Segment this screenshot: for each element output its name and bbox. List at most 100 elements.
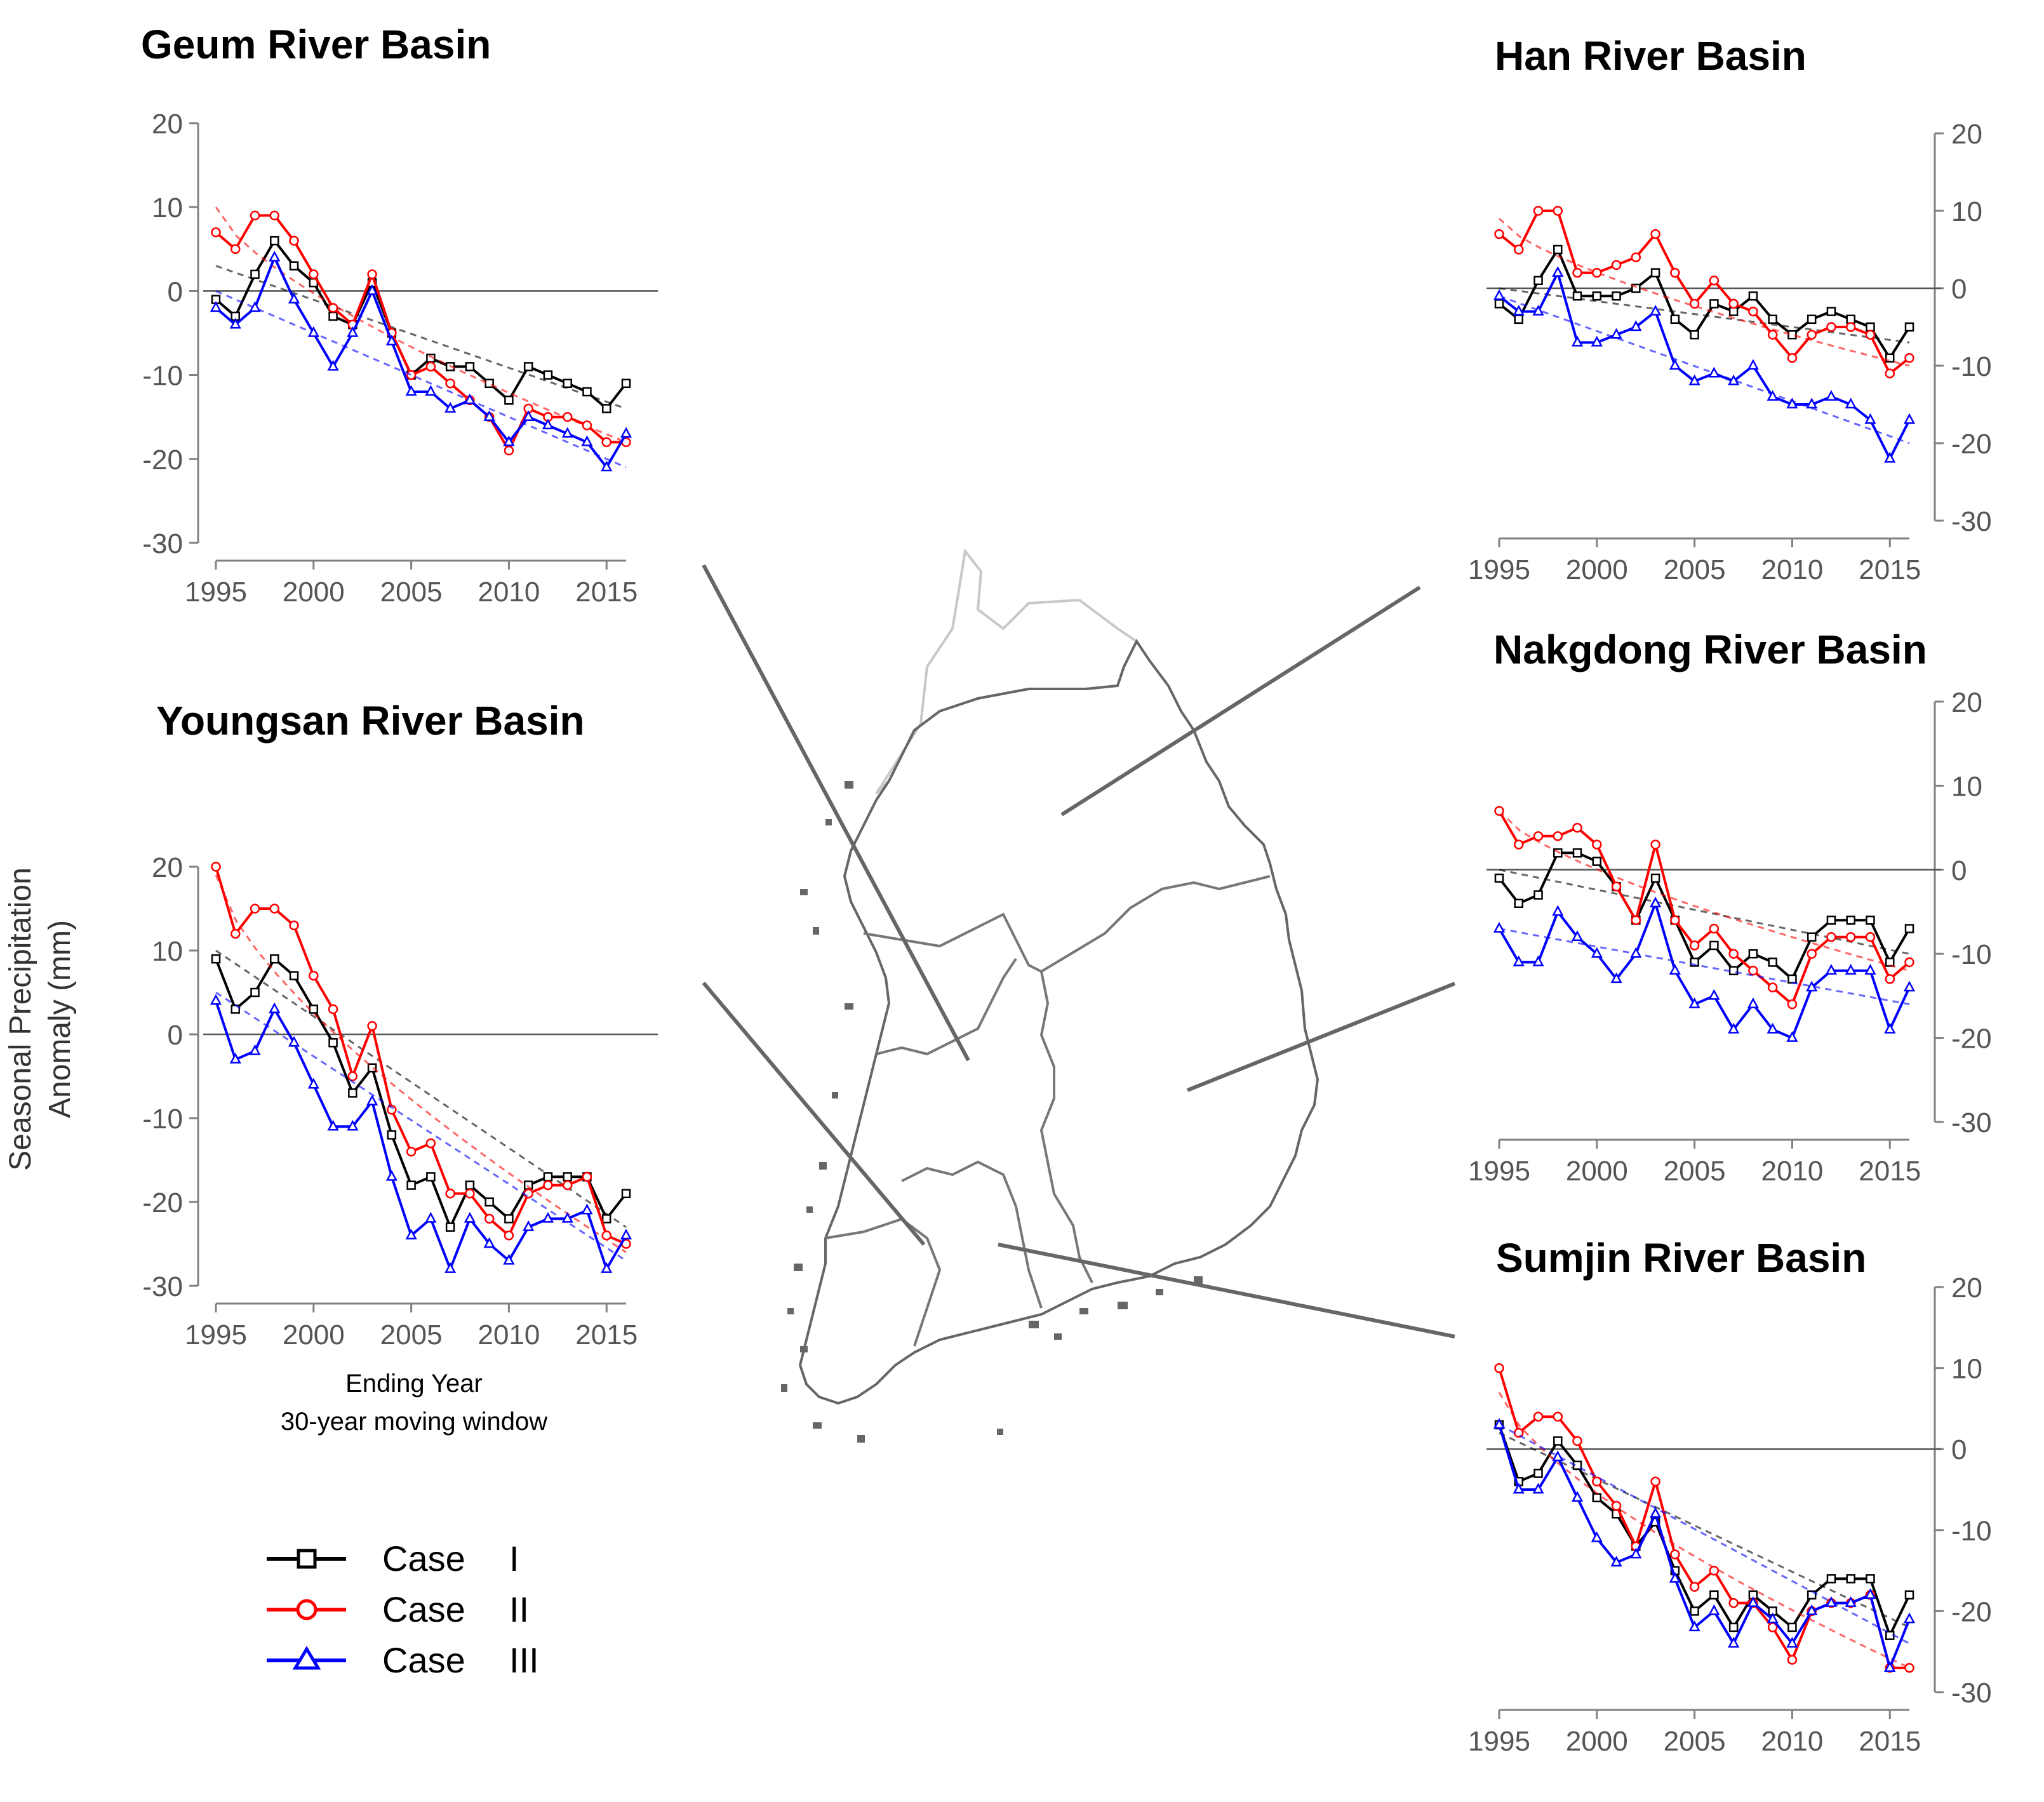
y-tick-label: 10: [1951, 196, 1982, 227]
data-point: [1787, 1655, 1798, 1665]
data-point: [562, 1180, 573, 1191]
basin-boundary-sumjin: [901, 1160, 1043, 1309]
y-tick-label: -10: [142, 361, 183, 392]
data-point: [307, 326, 319, 337]
data-point: [1708, 366, 1720, 378]
data-point: [1610, 972, 1622, 984]
y-tick-label: -30: [142, 528, 183, 559]
data-point: [289, 971, 299, 980]
data-point: [1903, 980, 1916, 992]
data-point: [1884, 1022, 1896, 1034]
data-point: [1709, 923, 1720, 934]
data-point: [1493, 289, 1506, 300]
y-axis-label-line1: Seasonal Precipitation: [4, 867, 37, 1171]
data-point: [1533, 1412, 1544, 1422]
series-line: [215, 1000, 627, 1273]
connector-nakgdong: [1186, 982, 1456, 1092]
series-case-ii: [1494, 806, 1914, 1010]
legend-label-case: Case: [382, 1538, 465, 1578]
connector-han: [1060, 585, 1421, 817]
data-point: [1845, 931, 1856, 942]
data-point: [347, 1119, 359, 1131]
series-line: [1498, 1424, 1911, 1639]
series-line: [215, 238, 627, 411]
data-point: [328, 303, 338, 313]
data-point: [523, 1220, 535, 1231]
data-point: [307, 1078, 319, 1089]
data-point: [1904, 1662, 1914, 1673]
data-point: [621, 1189, 631, 1199]
data-point: [1513, 1483, 1525, 1494]
data-point: [1612, 291, 1621, 301]
data-point: [288, 1036, 300, 1047]
series-case-iii: [1493, 265, 1916, 463]
data-point: [426, 1172, 436, 1182]
data-point: [1904, 924, 1914, 933]
data-point: [366, 1094, 378, 1105]
data-point: [563, 378, 572, 389]
data-point: [483, 1237, 495, 1248]
series-case-ii: [1494, 206, 1914, 378]
data-point: [1747, 1596, 1759, 1607]
data-point: [601, 1214, 611, 1224]
data-point: [1494, 299, 1504, 309]
data-point: [406, 1180, 416, 1190]
islands-west: [781, 781, 1003, 1443]
x-tick-label: 1995: [185, 1319, 247, 1351]
data-point: [1728, 1636, 1740, 1648]
data-point: [503, 1253, 515, 1265]
data-point: [1826, 322, 1836, 332]
data-point: [1592, 839, 1602, 850]
data-point: [1768, 314, 1777, 324]
trend-line: [1498, 1392, 1910, 1669]
data-point: [1728, 949, 1739, 959]
data-point: [1866, 915, 1875, 925]
chart-title: Nakgdong River Basin: [1493, 627, 1927, 672]
data-point: [1650, 839, 1660, 850]
y-tick-label: -10: [142, 1104, 183, 1135]
legend-numeral-case-1: I: [509, 1538, 519, 1578]
data-point: [1650, 873, 1660, 883]
data-point: [1748, 949, 1758, 959]
south-korea-outline: [798, 639, 1319, 1405]
y-tick-label: 20: [1951, 1272, 1982, 1304]
data-point: [406, 370, 417, 380]
series-line: [1498, 899, 1911, 1040]
trend-line: [215, 949, 627, 1228]
chart-title: Sumjin River Basin: [1496, 1235, 1866, 1281]
data-point: [1553, 206, 1563, 216]
data-point: [1611, 260, 1622, 270]
x-tick-label: 2005: [1664, 554, 1726, 585]
data-point: [464, 1211, 476, 1223]
data-point: [1826, 931, 1836, 942]
data-point: [1807, 330, 1817, 340]
connector-sumjin: [998, 1243, 1455, 1338]
data-point: [1748, 291, 1758, 301]
data-point: [1669, 359, 1681, 370]
data-point: [1865, 330, 1876, 340]
data-point: [1494, 806, 1504, 816]
y-tick-label: -20: [1951, 429, 1992, 460]
series-line: [1498, 851, 1911, 982]
data-point: [1493, 1418, 1506, 1429]
legend-item-case-2: Case II: [267, 1589, 529, 1629]
y-tick-label: 20: [152, 109, 183, 140]
data-point: [1572, 291, 1582, 301]
data-point: [1553, 831, 1563, 841]
data-point: [250, 210, 260, 221]
data-point: [1514, 244, 1524, 255]
data-point: [385, 335, 397, 345]
data-point: [1728, 1022, 1740, 1034]
data-point: [1709, 1565, 1720, 1576]
legend-label-case: Case: [382, 1589, 465, 1629]
data-point: [250, 904, 260, 914]
data-point: [1592, 267, 1602, 278]
y-tick-label: 10: [1951, 771, 1982, 802]
data-point: [1767, 390, 1779, 401]
series-case-iii: [210, 250, 632, 472]
data-point: [1689, 940, 1700, 951]
data-point: [1670, 267, 1680, 278]
data-point: [385, 1170, 397, 1181]
trend-line: [1499, 928, 1910, 1006]
